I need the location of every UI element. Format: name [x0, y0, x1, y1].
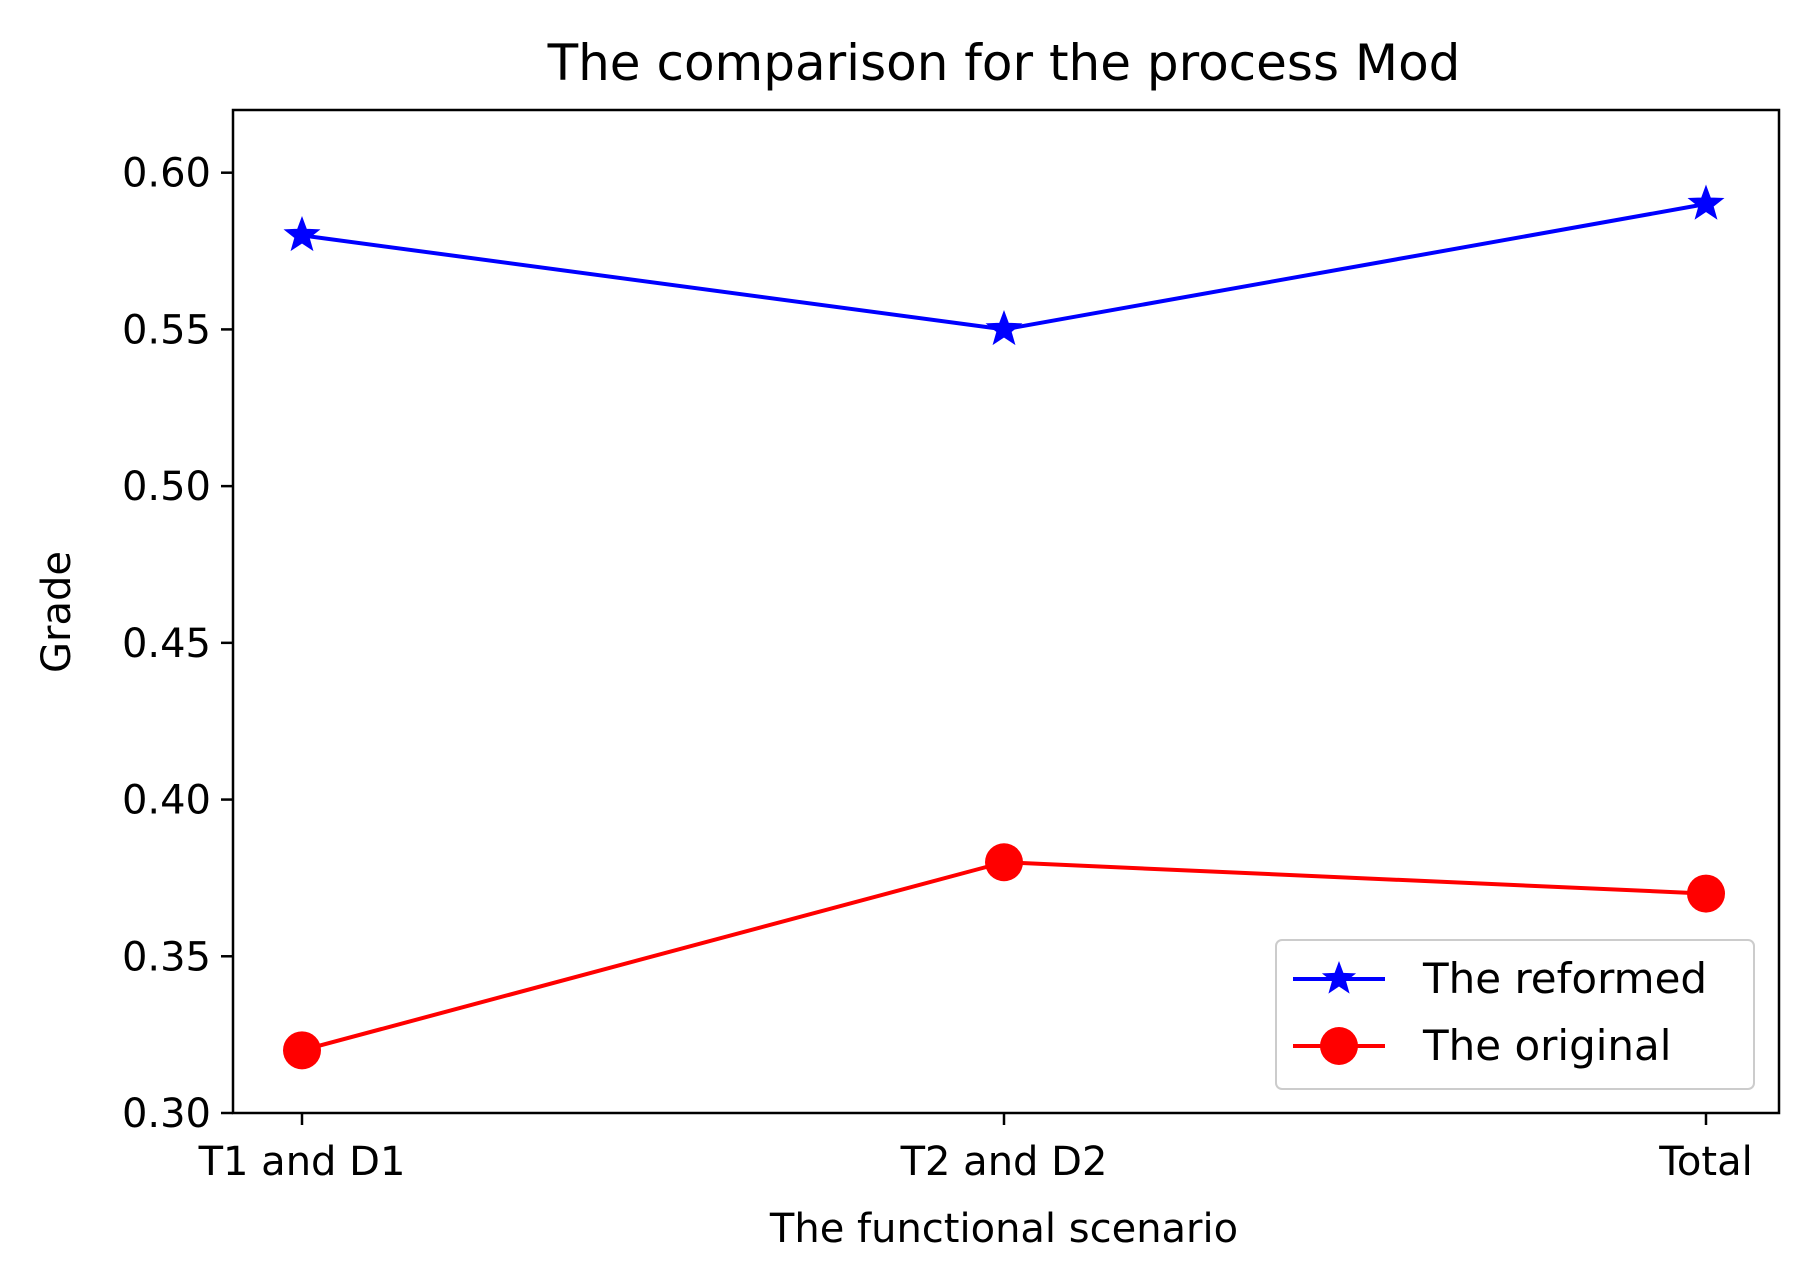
legend-box	[1275, 939, 1755, 1090]
y-tick-label: 0.55	[122, 307, 211, 353]
legend: The reformed The original	[1275, 939, 1755, 1090]
legend-label-reformed: The reformed	[1422, 954, 1707, 1003]
legend-label-original: The original	[1422, 1021, 1671, 1070]
data-point-reformed	[283, 215, 321, 252]
y-tick-label: 0.50	[122, 464, 211, 510]
x-tick-label: T1 and D1	[198, 1139, 406, 1185]
plot-frame	[231, 108, 1781, 1115]
data-point-original	[283, 1031, 321, 1070]
y-tick-label: 0.45	[122, 621, 211, 667]
x-tick-label: T2 and D2	[900, 1139, 1108, 1185]
y-tick-label: 0.30	[122, 1091, 211, 1137]
plot-series	[283, 184, 1725, 1070]
data-point-original	[1687, 874, 1725, 913]
x-axis-label: The functional scenario	[769, 1206, 1238, 1252]
y-axis: 0.30 0.35 0.40 0.45 0.50 0.55 0.60	[122, 151, 233, 1137]
legend-star-icon	[1321, 961, 1357, 994]
y-axis-label: Grade	[34, 551, 80, 673]
y-tick-label: 0.40	[122, 778, 211, 824]
data-point-reformed	[985, 309, 1023, 346]
chart-title: The comparison for the process Mod	[547, 34, 1461, 92]
y-tick-label: 0.35	[122, 934, 211, 980]
y-tick-label: 0.60	[122, 151, 211, 197]
legend-circle-icon	[1320, 1027, 1358, 1065]
x-tick-label: Total	[1658, 1139, 1752, 1185]
data-point-original	[985, 843, 1023, 882]
data-point-reformed	[1687, 184, 1725, 220]
x-axis: T1 and D1 T2 and D2 Total	[198, 1113, 1753, 1185]
